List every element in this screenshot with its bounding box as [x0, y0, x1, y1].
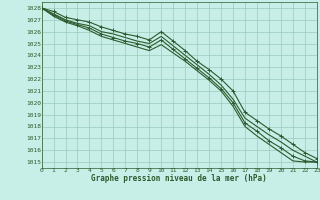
X-axis label: Graphe pression niveau de la mer (hPa): Graphe pression niveau de la mer (hPa)	[91, 174, 267, 183]
